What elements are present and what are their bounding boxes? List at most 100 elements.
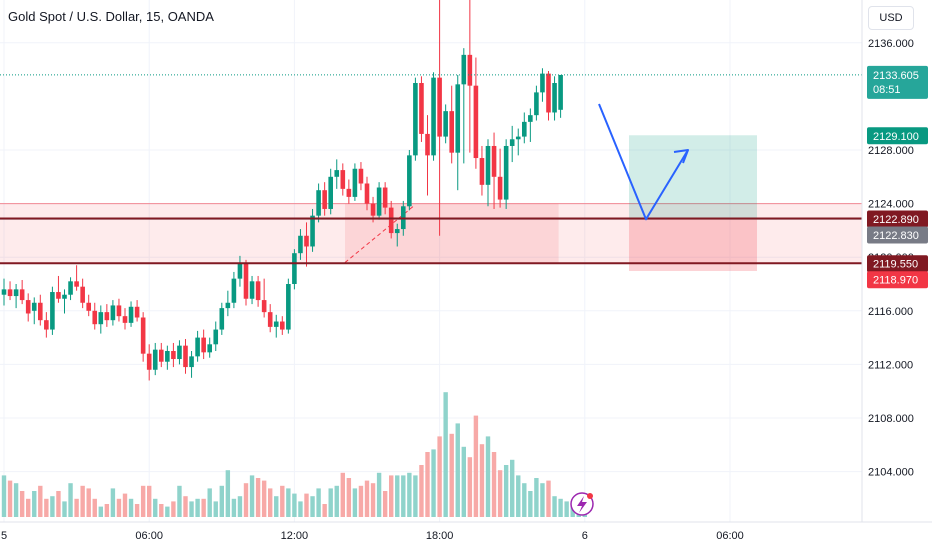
candle <box>467 0 473 153</box>
drawing-zones[interactable] <box>0 135 862 272</box>
candle-body <box>1 289 7 295</box>
candle-body <box>358 168 364 184</box>
candle-body <box>522 121 527 137</box>
candle <box>419 76 424 142</box>
lightning-icon-bolt <box>577 496 587 513</box>
volume-bar <box>274 496 279 517</box>
level-lines[interactable] <box>0 74 862 265</box>
candle-body <box>364 183 370 204</box>
candle <box>98 305 104 334</box>
candle-body <box>455 84 461 153</box>
time-tick-label: 12:00 <box>281 530 309 542</box>
volume-bar <box>304 493 309 517</box>
candle-body <box>134 306 140 318</box>
candle <box>195 330 200 362</box>
candle-body <box>171 351 176 360</box>
volume-bar <box>62 501 67 517</box>
candle-body <box>528 115 533 122</box>
volume-bar <box>7 480 13 517</box>
candle-body <box>25 300 31 314</box>
candle-body <box>419 83 424 134</box>
volume-bar <box>534 478 539 517</box>
lightning-icon[interactable] <box>570 492 594 516</box>
volume-bar <box>322 504 327 517</box>
candle <box>280 316 285 335</box>
candle <box>207 337 212 358</box>
volume-bar <box>491 452 497 517</box>
candle <box>86 294 91 317</box>
candle-body <box>322 190 327 209</box>
candle <box>92 302 98 330</box>
candle <box>534 85 539 121</box>
candle <box>104 304 110 327</box>
candle-body <box>225 302 231 309</box>
volume-bar <box>261 480 267 517</box>
position-target-zone <box>629 135 757 220</box>
volume-bar <box>171 501 176 517</box>
candle <box>540 68 545 102</box>
candle <box>485 139 491 207</box>
candle-body <box>473 85 479 159</box>
time-axis[interactable]: 5 06:00 12:00 18:00 6 06:00 <box>0 521 932 550</box>
candle-body <box>509 139 515 146</box>
candle <box>455 74 461 191</box>
volume-bar <box>56 491 61 517</box>
time-tick-label: 18:00 <box>426 530 454 542</box>
volume-bar <box>26 498 31 517</box>
volume-bar <box>346 478 352 517</box>
candlestick-series <box>1 0 563 381</box>
volume-bar <box>443 392 448 517</box>
volume-bar <box>225 470 231 517</box>
candle-body <box>231 278 237 303</box>
price-tag-label: 2129.100 <box>873 131 919 143</box>
candle-body <box>98 312 104 325</box>
volume-bar <box>516 475 521 517</box>
candle-body <box>74 281 79 287</box>
price-tag-label: 2122.830 <box>873 230 919 242</box>
volume-bar <box>183 496 188 517</box>
candle-body <box>292 253 297 284</box>
price-tick-label: 2128.000 <box>868 145 914 157</box>
volume-bar <box>413 475 418 517</box>
candle <box>515 128 521 156</box>
price-tag-entry: 2122.830 <box>867 226 928 244</box>
candle-body <box>546 73 551 113</box>
volume-bar <box>237 496 243 517</box>
candle <box>376 182 382 220</box>
volume-bar <box>540 483 545 517</box>
candle <box>50 286 55 335</box>
candle <box>364 176 370 211</box>
projection-drawings[interactable] <box>598 103 689 221</box>
candle-body <box>62 294 67 299</box>
volume-bar <box>268 488 273 517</box>
candle-body <box>443 111 448 137</box>
volume-bar <box>479 444 485 517</box>
volume-bar <box>159 504 164 517</box>
price-tick-label: 2136.000 <box>868 38 914 50</box>
volume-bar <box>165 506 170 517</box>
candle-body <box>159 349 164 362</box>
candle <box>522 112 527 144</box>
currency-button[interactable]: USD <box>868 6 914 30</box>
time-tick-label: 5 <box>1 530 7 542</box>
candle <box>13 284 19 309</box>
candle-body <box>128 306 134 323</box>
candle <box>443 104 448 144</box>
candle <box>80 278 85 309</box>
candle-body <box>13 289 19 297</box>
candle <box>213 321 219 351</box>
candle-body <box>334 170 340 177</box>
candle <box>528 108 533 142</box>
volume-bar <box>510 459 515 517</box>
volume-bar <box>503 465 509 517</box>
volume-bar <box>189 501 194 517</box>
candle <box>219 302 225 335</box>
candle-body <box>237 263 243 279</box>
candle-body <box>425 133 430 156</box>
price-tag-bg <box>867 65 928 99</box>
candle-body <box>80 286 85 303</box>
candle-body <box>38 302 43 321</box>
candle <box>225 290 231 317</box>
volume-bar <box>280 485 285 517</box>
